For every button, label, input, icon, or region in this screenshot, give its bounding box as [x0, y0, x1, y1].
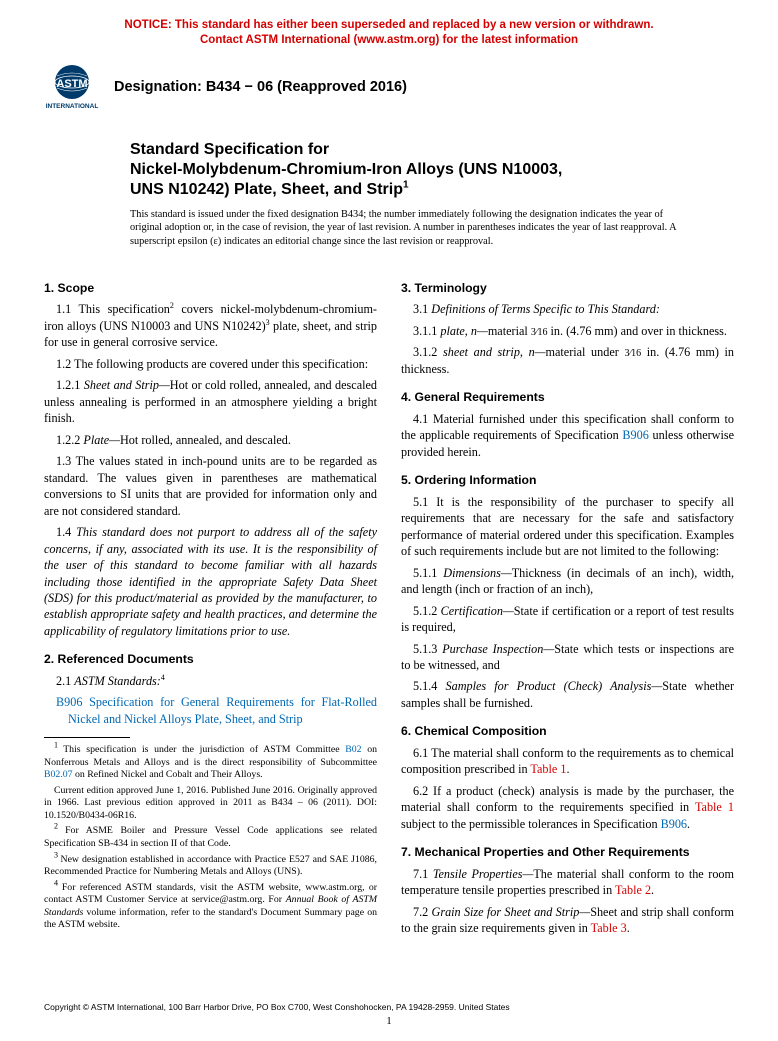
footnote-3: 3 New designation established in accorda… — [44, 854, 377, 879]
designation: Designation: B434 − 06 (Reapproved 2016) — [114, 78, 407, 98]
notice-line1: NOTICE: This standard has either been su… — [124, 19, 653, 31]
para-1-2-1: 1.2.1 Sheet and Strip—Hot or cold rolled… — [44, 377, 377, 426]
section-1-head: 1. Scope — [44, 280, 377, 296]
para-1-2: 1.2 The following products are covered u… — [44, 356, 377, 372]
section-4-head: 4. General Requirements — [401, 389, 734, 405]
title-block: Standard Specification for Nickel-Molybd… — [130, 140, 734, 200]
para-7-2: 7.2 Grain Size for Sheet and Strip—Sheet… — [401, 904, 734, 937]
page-number: 1 — [0, 1014, 778, 1029]
link-table1[interactable]: Table 1 — [530, 762, 566, 776]
link-b906-2[interactable]: B906 — [622, 428, 648, 442]
para-4-1: 4.1 Material furnished under this specif… — [401, 411, 734, 460]
para-6-2: 6.2 If a product (check) analysis is mad… — [401, 783, 734, 832]
notice-line2: Contact ASTM International (www.astm.org… — [200, 34, 578, 46]
footnote-rule — [44, 737, 130, 738]
section-5-head: 5. Ordering Information — [401, 472, 734, 488]
para-5-1-4: 5.1.4 Samples for Product (Check) Analys… — [401, 678, 734, 711]
ref-b906: B906 Specification for General Requireme… — [56, 694, 377, 727]
left-column: 1. Scope 1.1 This specification2 covers … — [44, 268, 377, 942]
link-b906-3[interactable]: B906 — [661, 817, 687, 831]
header-row: ASTM INTERNATIONAL Designation: B434 − 0… — [44, 62, 734, 114]
para-5-1-3: 5.1.3 Purchase Inspection—State which te… — [401, 641, 734, 674]
logo-subtext: INTERNATIONAL — [46, 103, 99, 110]
right-column: 3. Terminology 3.1 Definitions of Terms … — [401, 268, 734, 942]
link-table3[interactable]: Table 3 — [591, 921, 627, 935]
para-3-1: 3.1 Definitions of Terms Specific to Thi… — [401, 301, 734, 317]
para-5-1-1: 5.1.1 Dimensions—Thickness (in decimals … — [401, 565, 734, 598]
para-1-4: 1.4 This standard does not purport to ad… — [44, 524, 377, 639]
para-3-1-1: 3.1.1 plate, n—material 3⁄16 in. (4.76 m… — [401, 323, 734, 340]
para-5-1: 5.1 It is the responsibility of the purc… — [401, 494, 734, 560]
issuance-note: This standard is issued under the fixed … — [130, 208, 694, 248]
title-line1: Standard Specification for — [130, 141, 329, 158]
title-sup: 1 — [403, 180, 409, 191]
para-7-1: 7.1 Tensile Properties—The material shal… — [401, 866, 734, 899]
link-b906[interactable]: B906 — [56, 695, 82, 709]
para-5-1-2: 5.1.2 Certification—State if certificati… — [401, 603, 734, 636]
two-column-body: 1. Scope 1.1 This specification2 covers … — [44, 268, 734, 942]
section-3-head: 3. Terminology — [401, 280, 734, 296]
section-6-head: 6. Chemical Composition — [401, 723, 734, 739]
section-2-head: 2. Referenced Documents — [44, 651, 377, 667]
footnote-4: 4 For referenced ASTM standards, visit t… — [44, 882, 377, 932]
copyright: Copyright © ASTM International, 100 Barr… — [44, 1002, 510, 1013]
para-1-2-2: 1.2.2 Plate—Hot rolled, annealed, and de… — [44, 432, 377, 448]
title-line2: Nickel-Molybdenum-Chromium-Iron Alloys (… — [130, 161, 562, 178]
link-b0207[interactable]: B02.07 — [44, 769, 73, 780]
para-1-3: 1.3 The values stated in inch-pound unit… — [44, 453, 377, 519]
section-7-head: 7. Mechanical Properties and Other Requi… — [401, 844, 734, 860]
para-6-1: 6.1 The material shall conform to the re… — [401, 745, 734, 778]
link-table1-2[interactable]: Table 1 — [695, 800, 734, 814]
para-2-1: 2.1 ASTM Standards:4 — [44, 673, 377, 689]
para-3-1-2: 3.1.2 sheet and strip, n—material under … — [401, 344, 734, 377]
link-b02[interactable]: B02 — [345, 744, 361, 755]
footnote-1b: Current edition approved June 1, 2016. P… — [44, 785, 377, 823]
title-line3: UNS N10242) Plate, Sheet, and Strip — [130, 181, 403, 198]
footnote-2: 2 For ASME Boiler and Pressure Vessel Co… — [44, 825, 377, 850]
notice-banner: NOTICE: This standard has either been su… — [44, 18, 734, 48]
para-1-1: 1.1 This specification2 covers nickel-mo… — [44, 301, 377, 350]
footnote-1: 1 This specification is under the jurisd… — [44, 744, 377, 782]
astm-logo: ASTM INTERNATIONAL — [44, 62, 104, 114]
svg-text:ASTM: ASTM — [56, 78, 87, 90]
link-table2[interactable]: Table 2 — [615, 883, 651, 897]
